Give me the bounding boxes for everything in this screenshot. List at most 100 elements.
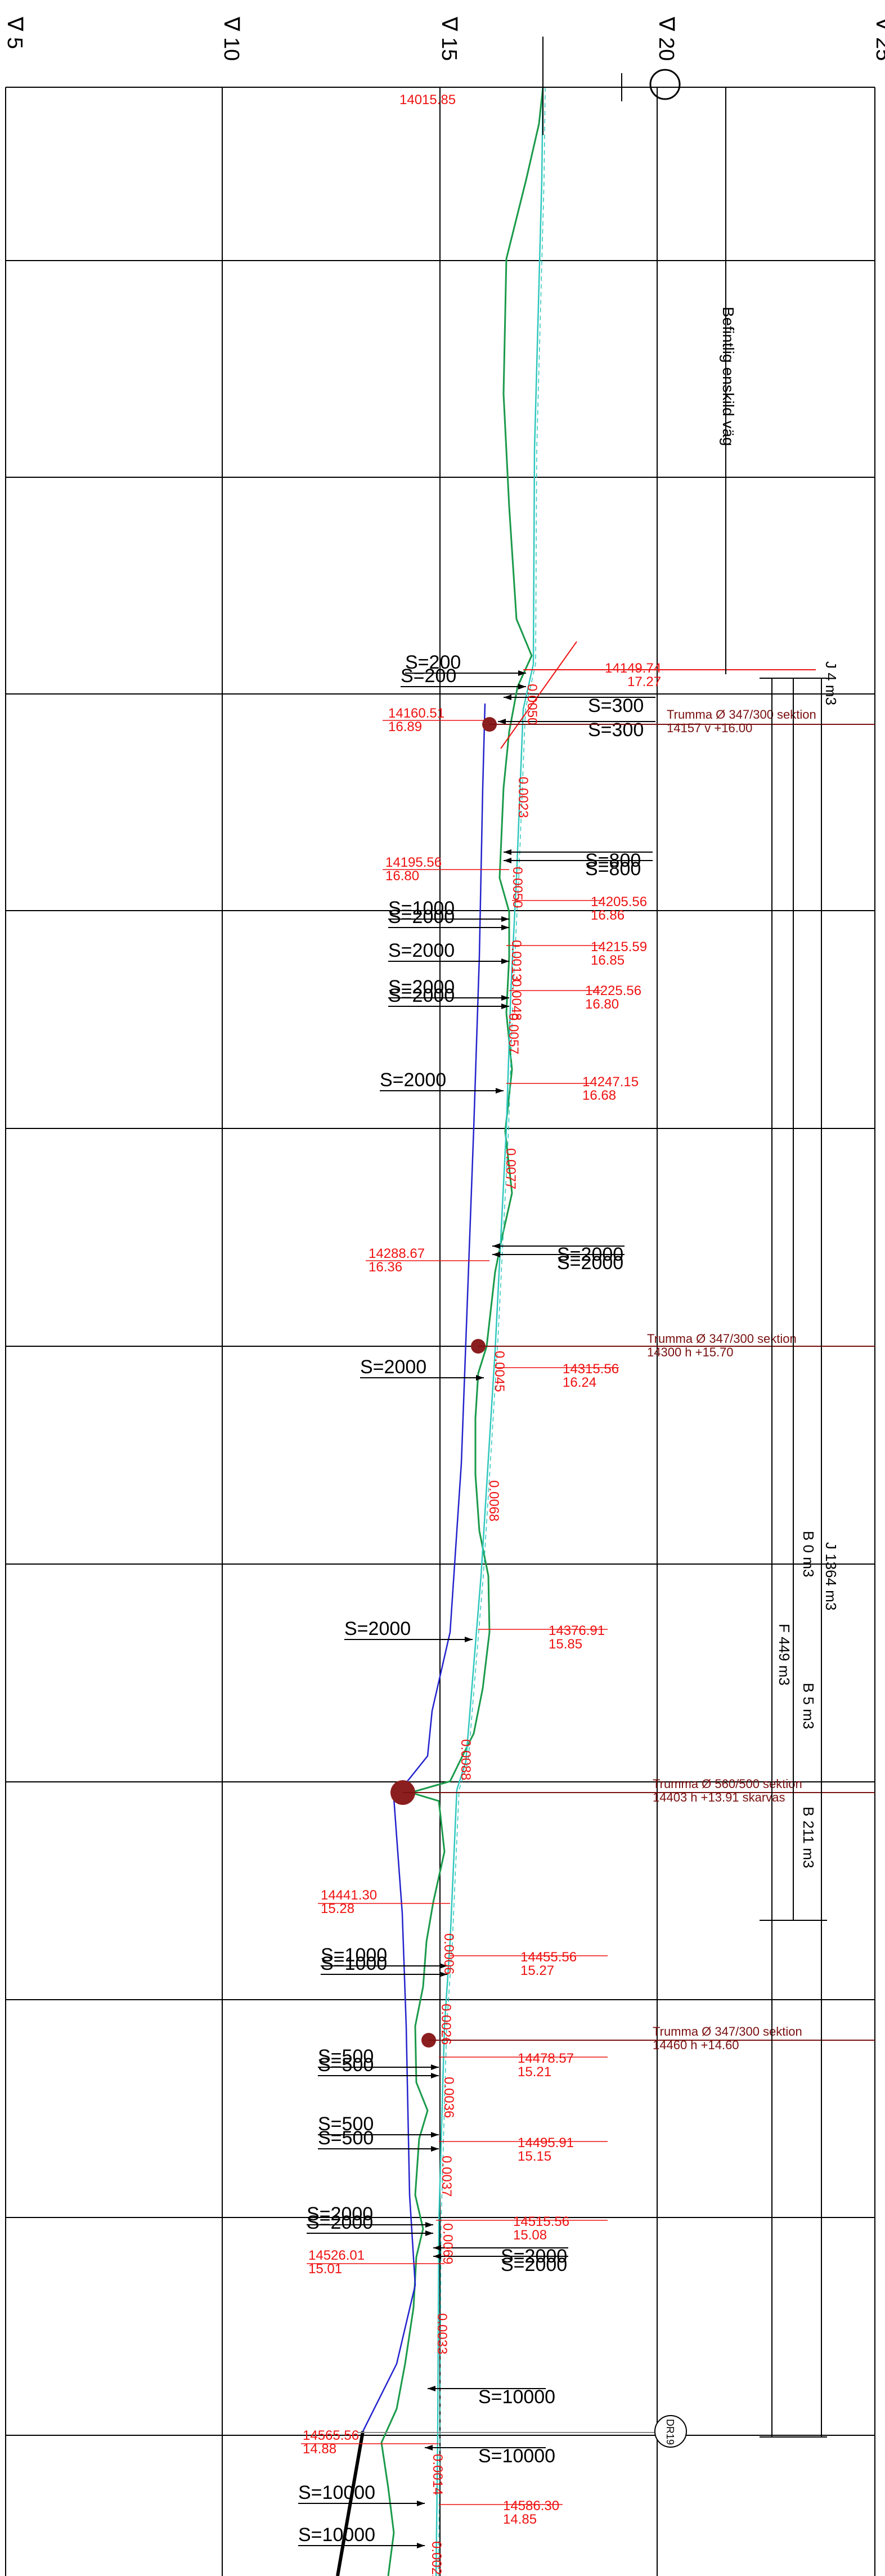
curve-arrow-head (431, 2073, 439, 2078)
curve-arrow-head (465, 1637, 473, 1642)
elevation-scale-label: ∇ 20 (654, 16, 678, 61)
curve-label: S=500 (318, 2054, 374, 2076)
gradient-label: 0.0013 (509, 940, 524, 981)
curve-label: S=2000 (388, 976, 455, 998)
profile-grid (5, 87, 875, 2576)
station-elevation-label: 16.86 (591, 908, 625, 923)
curve-arrow-head (431, 2064, 439, 2070)
curve-arrow-head (501, 916, 509, 922)
station-label: 14455.56 (520, 1950, 577, 1965)
curve-arrow-head (498, 719, 506, 724)
culvert-label: Trumma Ø 347/300 sektion (667, 707, 816, 722)
gradient-label: 0.0022 (429, 2541, 444, 2576)
curve-arrow-head (518, 670, 526, 676)
curve-label: S=10000 (478, 2386, 555, 2408)
station-elevation-label: 15.21 (518, 2064, 551, 2080)
curve-arrow-head (439, 1972, 447, 1977)
station-label: 14586.30 (503, 2498, 559, 2514)
curve-label: S=2000 (380, 1069, 446, 1091)
culvert-label: Trumma Ø 560/500 sektion (653, 1777, 802, 1791)
station-label: 14441.30 (321, 1888, 377, 1903)
station-elevation-label: 15.27 (520, 1963, 554, 1978)
curve-label: S=200 (405, 652, 461, 673)
curve-arrow-head (518, 684, 526, 689)
existing-road-label: Befintlig enskild väg (720, 307, 737, 446)
volume-label: B 211 m3 (800, 1807, 817, 1868)
curve-label: S=2000 (360, 1356, 426, 1378)
station-label: 14376.91 (549, 1623, 605, 1638)
station-label: 14288.67 (369, 1246, 425, 1261)
benchmark-circle (649, 69, 681, 100)
curve-label: S=1000 (388, 898, 455, 919)
proposed-grade-line-dashed (438, 87, 546, 2576)
ditch-line (362, 703, 486, 2432)
curve-arrow-head (417, 2501, 425, 2506)
curve-label: S=500 (318, 2113, 374, 2135)
station-label: 14015.85 (399, 92, 456, 107)
curve-arrow-head (428, 2386, 435, 2391)
curve-arrow-head (425, 2230, 433, 2236)
curve-label: S=2000 (388, 906, 455, 928)
curve-label: S=10000 (298, 2524, 375, 2546)
elevation-scale-label: ∇ 5 (3, 16, 26, 49)
curve-label: S=1000 (321, 1953, 387, 1974)
elevation-scale-label: ∇ 25 (871, 16, 885, 61)
station-label: 14526.01 (308, 2248, 365, 2263)
existing-ground-line (380, 87, 544, 2576)
curve-arrow-head (431, 2132, 439, 2138)
gradient-label: 0.0088 (458, 1739, 473, 1780)
curve-arrow-head (433, 2245, 441, 2251)
profile-lines (336, 87, 816, 2576)
curve-label: S=2000 (307, 2203, 373, 2225)
station-label: 14565.56 (303, 2428, 359, 2443)
curve-label: S=500 (318, 2046, 374, 2067)
gradient-label: 0.0057 (506, 1013, 521, 1054)
curve-label: S=300 (588, 695, 644, 716)
curve-label: S=10000 (298, 2482, 375, 2503)
station-elevation-label: 16.85 (591, 953, 625, 968)
curve-arrow-head (425, 2222, 433, 2228)
curve-label: S=300 (588, 719, 644, 741)
elevation-scale-label: ∇ 10 (219, 16, 243, 61)
station-label: 14160.51 (388, 706, 444, 721)
volume-label: J 4 m3 (823, 661, 839, 705)
curve-arrow-head (501, 995, 509, 1001)
volume-annotations: J 4 m3 J 1364 m3 B 0 m3 F 449 m3 B 5 m3 B 211… (760, 661, 839, 2438)
curve-label: S=10000 (478, 2445, 555, 2467)
station-label: 14247.15 (582, 1074, 639, 1090)
gradient-label: 0.0077 (503, 1148, 518, 1189)
culvert-label: 14460 h +14.60 (653, 2038, 739, 2052)
culvert-label: Trumma Ø 347/300 sektion (647, 1332, 797, 1346)
curve-label: S=800 (585, 858, 641, 880)
gradient-label: 0.0050 (524, 684, 540, 725)
volume-label: J 1364 m3 (823, 1542, 839, 1610)
curve-arrow-head (439, 1963, 447, 1969)
culvert-label: 14403 h +13.91 skarvas (653, 1790, 785, 1804)
curve-arrow-head (496, 1088, 504, 1094)
station-label: 14149.74 (605, 661, 661, 676)
misc-annotations: Befintlig enskild väg DR19 (509, 37, 737, 2448)
station-label: 14315.56 (563, 1361, 619, 1377)
gradient-label: 0.0023 (515, 777, 531, 818)
curve-label: S=1000 (321, 1945, 387, 1966)
volume-label: F 449 m3 (776, 1624, 793, 1686)
gradient-label: 0.0014 (430, 2454, 445, 2495)
curve-arrow-head (476, 1375, 484, 1381)
station-elevation-label: 16.89 (388, 719, 422, 734)
curve-arrow-head (492, 1252, 500, 1257)
construction-line (500, 641, 577, 749)
volume-label: B 0 m3 (800, 1531, 817, 1577)
gradient-label: 0.0006 (441, 1933, 456, 1974)
curve-label: S=200 (401, 665, 456, 687)
proposed-grade-line (435, 87, 544, 2576)
station-elevation-label: 15.85 (549, 1637, 582, 1652)
station-label: 14478.57 (518, 2051, 574, 2066)
station-elevation-label: 16.68 (582, 1088, 616, 1103)
curve-arrow-head (501, 1003, 509, 1009)
elevation-scale: ∇ 5 ∇ 10 ∇ 15 ∇ 20 ∇ 25 (3, 16, 885, 61)
curve-arrow-head (431, 2146, 439, 2152)
gradient-label: 0.0069 (440, 2223, 455, 2264)
